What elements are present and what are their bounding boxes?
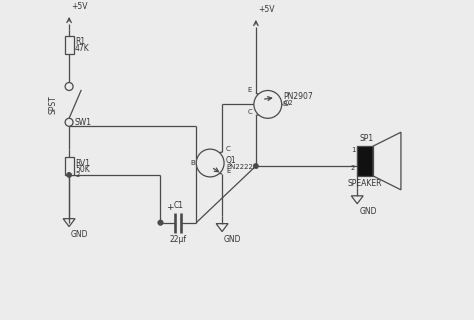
Text: PN2222A: PN2222A [226,164,258,170]
Text: R1: R1 [75,37,85,46]
Text: Q2: Q2 [284,100,293,107]
Text: B: B [191,160,195,166]
Text: RV1: RV1 [75,158,90,168]
Text: SW1: SW1 [74,118,91,127]
Text: 1: 1 [351,147,355,153]
Circle shape [67,173,71,177]
Text: E: E [226,168,230,174]
Text: SPEAKER: SPEAKER [348,179,383,188]
Text: GND: GND [224,235,242,244]
Text: E: E [247,87,252,93]
Circle shape [158,220,163,225]
Text: 2: 2 [351,165,355,171]
Bar [64,157,73,175]
Circle shape [158,220,163,225]
Text: GND: GND [71,229,89,239]
Text: SP1: SP1 [359,134,374,143]
Text: +5V: +5V [71,2,88,11]
Bar [357,146,373,176]
Text: PN2907: PN2907 [284,92,313,101]
Circle shape [254,91,282,118]
Text: 2: 2 [75,172,80,178]
Text: C: C [247,109,252,115]
Text: GND: GND [359,207,377,216]
Bar [64,36,73,54]
Text: +: + [166,203,173,212]
Circle shape [254,164,258,168]
Circle shape [65,118,73,126]
Text: +5V: +5V [258,5,274,14]
Text: 22µf: 22µf [170,235,187,244]
Text: 47K: 47K [75,44,90,53]
Text: 50K: 50K [75,165,90,174]
Circle shape [196,149,224,177]
Text: Q1: Q1 [226,156,237,164]
Text: SPST: SPST [48,95,57,114]
Text: B: B [283,101,287,108]
Circle shape [65,83,73,91]
Text: C1: C1 [173,201,183,210]
Text: C: C [226,146,231,152]
